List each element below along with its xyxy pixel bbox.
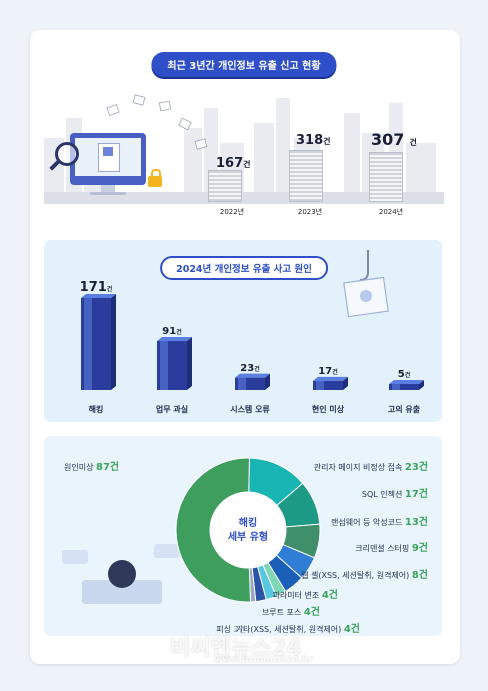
bar-value-unit-4: 건 <box>404 372 411 379</box>
bar-value-number-2: 23 <box>240 362 255 374</box>
year-2023: 2023년 <box>297 208 323 216</box>
donut-label-value-6: 4건 <box>303 607 320 618</box>
bar-top-1 <box>157 337 192 342</box>
stack-2024 <box>369 152 403 202</box>
value-2022: 167건 <box>216 156 251 171</box>
bar-highlight-4 <box>392 384 400 390</box>
donut-label-5: 파라미터 변조 4건 <box>273 583 338 602</box>
bar-top-3 <box>313 376 348 381</box>
bar-side-3 <box>343 376 348 390</box>
donut-label-value-7: 4건 <box>343 624 360 635</box>
bar-value-number-3: 17 <box>318 365 333 377</box>
bar-top-0 <box>81 294 116 298</box>
donut-label-value-3: 9건 <box>411 543 428 554</box>
bar-top-2 <box>235 373 270 378</box>
bar-highlight-2 <box>238 377 246 390</box>
donut-label-text-8: 피싱 <box>216 625 234 634</box>
bar-value-unit-2: 건 <box>254 365 260 373</box>
donut-label-2: 랜섬웨어 등 악성코드 13건 <box>331 510 428 529</box>
watermark-url: www.bcnnews24.kr <box>214 655 313 665</box>
hacker-illustration <box>62 544 180 604</box>
donut-center-line1: 해킹 <box>239 516 257 529</box>
bar-value-number-4: 5 <box>397 369 405 380</box>
bar-value-0: 171건 <box>80 276 113 295</box>
bar-value-number-0: 171 <box>79 280 107 295</box>
stack-2023 <box>289 150 323 202</box>
donut-label-text-2: 랜섬웨어 등 악성코드 <box>331 518 405 527</box>
flying-documents-icon <box>106 94 208 150</box>
bar-highlight-1 <box>160 341 168 390</box>
donut-label-value-1: 17건 <box>404 489 428 500</box>
bar-category-0: 해킹 <box>88 405 104 414</box>
bar-value-unit-0: 건 <box>106 286 113 293</box>
donut-label-6: 브루트 포스 4건 <box>262 600 320 619</box>
bar-category-2: 시스템 오류 <box>230 405 270 414</box>
stack-2022 <box>208 170 242 202</box>
section1-title: 최근 3년간 개인정보 유출 신고 현황 <box>151 52 337 77</box>
value-2023: 318건 <box>296 133 331 148</box>
magnifier-icon <box>55 142 79 166</box>
hook-document-icon <box>343 250 389 318</box>
year-2024: 2024년 <box>378 208 404 216</box>
donut-label-text-5: 파라미터 변조 <box>272 591 322 600</box>
donut-label-text-3: 크리덴셜 스터핑 <box>355 544 412 553</box>
donut-label-value-4: 8건 <box>411 570 428 581</box>
hacking-donut-chart: 해킹 세부 유형 <box>175 457 321 603</box>
bar-value-3: 17건 <box>318 359 337 378</box>
donut-label-text-1: SQL 인젝션 <box>361 490 405 499</box>
bar-side-1 <box>187 337 192 390</box>
year-2022: 2022년 <box>219 208 245 216</box>
bar-category-3: 현인 미상 <box>311 405 345 414</box>
donut-label-text-7: 기타(XSS, 세션탈취, 원격제어) <box>235 625 344 634</box>
watermark-brand: 비씨엔뉴스24 <box>170 636 302 661</box>
donut-label-value-8: 2건 <box>233 625 246 634</box>
donut-label-3: 크리덴셜 스터핑 9건 <box>355 536 428 555</box>
bar-value-unit-3: 건 <box>332 368 338 376</box>
causes-bar-chart <box>81 294 424 390</box>
donut-center-line2: 세부 유형 <box>228 530 268 543</box>
donut-label-value-2: 13건 <box>404 517 428 528</box>
bar-side-4 <box>419 380 424 390</box>
donut-label-0: 관리자 페이지 비정상 접속 23건 <box>314 455 428 474</box>
donut-label-text-6: 브루트 포스 <box>261 608 304 617</box>
bar-highlight-0 <box>84 298 92 390</box>
bar-side-2 <box>265 373 270 390</box>
donut-label-text-4: 웹 셸(XSS, 세션탈취, 원격제어) <box>301 571 412 580</box>
donut-label-9: 원인미상 87건 <box>64 455 119 474</box>
donut-label-1: SQL 인젝션 17건 <box>362 482 428 501</box>
donut-label-value-0: 23건 <box>404 462 428 473</box>
donut-label-text-9: 원인미상 <box>64 463 96 472</box>
bar-category-4: 고의 유출 <box>387 405 421 414</box>
donut-label-text-0: 관리자 페이지 비정상 접속 <box>313 463 405 472</box>
donut-label-7: 기타(XSS, 세션탈취, 원격제어) 4건 <box>236 617 360 636</box>
bar-highlight-3 <box>316 380 324 390</box>
bar-value-number-1: 91 <box>162 326 177 338</box>
bar-4 <box>389 384 419 390</box>
monitor-icon <box>70 133 146 185</box>
bar-value-4: 5건 <box>398 362 411 381</box>
bar-value-unit-1: 건 <box>176 329 182 337</box>
bar-category-1: 업무 과실 <box>155 405 189 414</box>
bar-3 <box>313 380 343 390</box>
bar-top-4 <box>389 380 424 384</box>
donut-label-4: 웹 셸(XSS, 세션탈취, 원격제어) 8건 <box>301 563 428 582</box>
value-2024: 307 건 <box>371 130 417 149</box>
section2-title: 2024년 개인정보 유출 사고 원인 <box>160 256 328 280</box>
donut-label-value-5: 4건 <box>321 590 338 601</box>
donut-label-8: 피싱 2건 <box>216 617 246 636</box>
bar-side-0 <box>111 294 116 390</box>
lock-icon <box>148 176 162 187</box>
bar-value-1: 91건 <box>162 319 181 338</box>
donut-label-value-9: 87건 <box>95 462 120 473</box>
bar-value-2: 23건 <box>240 356 259 375</box>
